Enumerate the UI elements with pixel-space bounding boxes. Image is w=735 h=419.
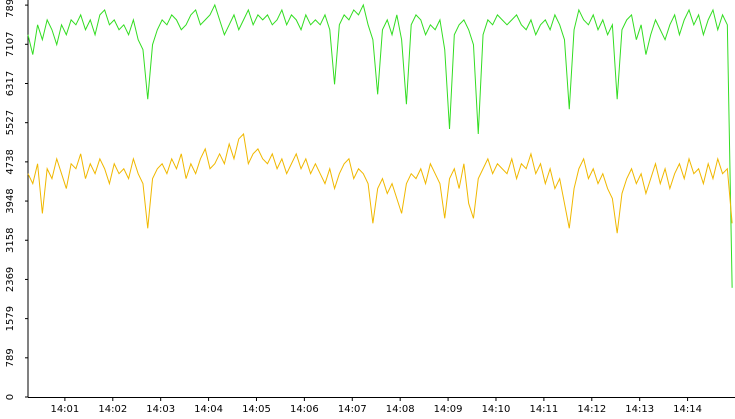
x-tick-label: 14:14 [673,404,702,415]
y-tick-label: 1579 [5,306,16,331]
y-tick-label: 789 [5,348,16,367]
series-line [27,132,733,234]
x-tick-label: 14:02 [98,404,127,415]
y-tick-label: 6317 [5,71,16,96]
x-tick-label: 14:10 [482,404,511,415]
y-tick-label: 4738 [5,149,16,174]
x-tick-label: 14:06 [290,404,319,415]
x-tick-label: 14:13 [625,404,654,415]
x-tick-label: 14:03 [146,404,175,415]
x-tick-label: 14:11 [529,404,558,415]
x-tick-label: 14:09 [434,404,463,415]
y-tick-label: 7897 [5,0,16,18]
x-tick-label: 14:07 [338,404,367,415]
x-tick-label: 14:01 [50,404,79,415]
x-tick-label: 14:12 [577,404,606,415]
y-tick-label: 5527 [5,110,16,135]
x-tick-label: 14:08 [386,404,415,415]
y-tick-label: 0 [5,394,16,400]
y-tick-label: 3158 [5,228,16,253]
x-tick-label: 14:05 [242,404,271,415]
y-tick-label: 2369 [5,267,16,292]
y-tick-label: 7107 [5,32,16,57]
x-tick-label: 14:04 [194,404,223,415]
y-tick-label: 3948 [5,188,16,213]
series-line [27,3,733,288]
